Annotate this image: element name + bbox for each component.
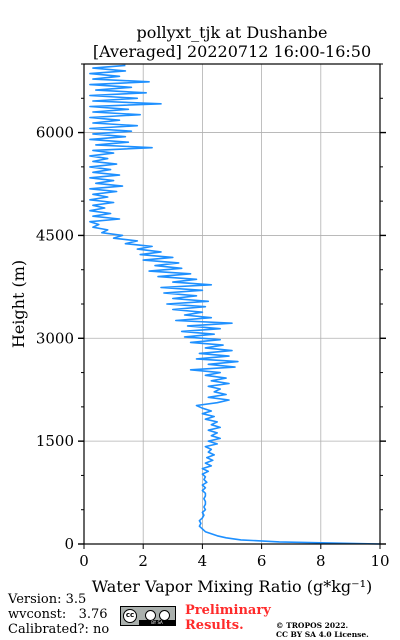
y-tick-label: 0 — [64, 535, 74, 553]
x-tick-label: 4 — [198, 552, 208, 570]
cc-icon: cc — [123, 609, 137, 623]
license-text: CC BY SA 4.0 License. — [276, 630, 369, 639]
wv-profile-line — [89, 64, 381, 545]
tick-labels: 0 2 4 6 8 10 0 1500 3000 4500 6000 — [36, 124, 390, 570]
y-axis-label: Height (m) — [9, 260, 28, 348]
plot-frame — [83, 63, 381, 545]
series-layer — [89, 64, 381, 545]
copyright-text: © TROPOS 2022. — [276, 621, 349, 630]
chart-title-line2: [Averaged] 20220712 16:00-16:50 — [92, 42, 372, 61]
x-tick-label: 2 — [138, 552, 148, 570]
x-axis-label: Water Vapor Mixing Ratio (g*kg⁻¹) — [92, 577, 372, 596]
cc-license-badge: cc BY SA — [120, 606, 176, 626]
x-tick-label: 10 — [370, 552, 389, 570]
grid-lines — [83, 64, 381, 545]
y-tick-label: 1500 — [36, 432, 74, 450]
chart-title-line1: pollyxt_tjk at Dushanbe — [136, 23, 328, 42]
cc-sa-text: SA — [157, 620, 163, 625]
cc-badge-bar: BY SA — [139, 620, 175, 625]
wvconst-text: wvconst: 3.76 — [8, 607, 108, 622]
y-tick-label: 3000 — [36, 329, 74, 347]
calibrated-text: Calibrated?: no — [8, 622, 110, 637]
x-tick-label: 8 — [316, 552, 326, 570]
axis-ticks — [78, 63, 386, 549]
version-text: Version: 3.5 — [8, 592, 87, 607]
y-tick-label: 4500 — [36, 226, 74, 244]
x-tick-label: 0 — [79, 552, 89, 570]
x-tick-label: 6 — [257, 552, 267, 570]
cc-by-text: BY — [151, 620, 157, 625]
y-tick-label: 6000 — [36, 124, 74, 142]
preliminary-text: Preliminary — [185, 603, 271, 618]
results-text: Results. — [185, 618, 244, 633]
